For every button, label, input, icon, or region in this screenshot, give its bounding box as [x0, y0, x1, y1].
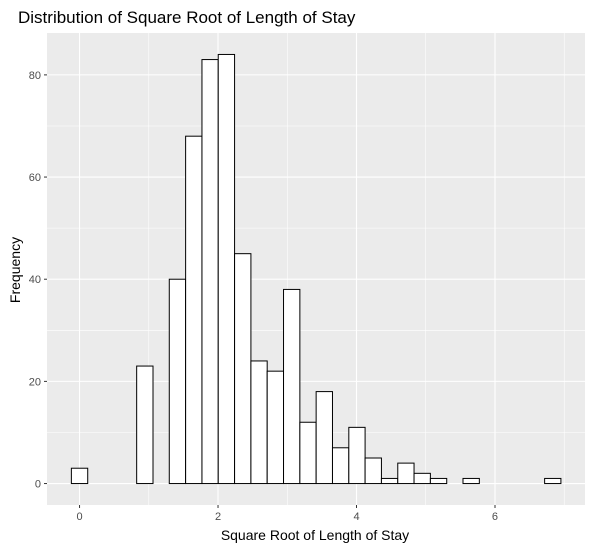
histogram-bar-0	[70, 467, 89, 485]
histogram-bar-14	[299, 421, 317, 485]
histogram-bar-8	[201, 59, 219, 485]
histogram-bar-24	[462, 477, 480, 485]
histogram-bar-9	[217, 53, 236, 485]
y-axis-title: Frequency	[7, 237, 23, 303]
chart-title: Distribution of Square Root of Length of…	[18, 8, 356, 27]
histogram-bar-15	[315, 391, 333, 485]
histogram-bar-29	[544, 477, 562, 485]
x-tick-label: 0	[76, 511, 82, 523]
histogram-bar-16	[331, 447, 350, 485]
y-axis: 0 20 40 60 80	[29, 70, 47, 491]
histogram-bar-19	[380, 477, 399, 485]
y-tick-label: 20	[29, 376, 41, 388]
x-axis: 0 2 4 6	[76, 505, 498, 523]
x-axis-title: Square Root of Length of Stay	[221, 527, 409, 543]
y-tick-label: 60	[29, 172, 41, 184]
y-tick-label: 80	[29, 70, 41, 82]
x-tick-label: 6	[492, 511, 498, 523]
x-tick-label: 4	[353, 511, 359, 523]
histogram-bar-20	[397, 462, 415, 485]
x-tick-label: 2	[215, 511, 221, 523]
histogram-bar-17	[348, 426, 366, 485]
histogram-bars	[70, 53, 562, 485]
y-tick-label: 0	[35, 479, 41, 491]
histogram-bar-13	[283, 288, 301, 485]
histogram-bar-4	[136, 365, 154, 485]
histogram-bar-6	[168, 278, 187, 485]
y-tick-label: 40	[29, 274, 41, 286]
histogram-bar-10	[234, 253, 252, 485]
histogram-bar-7	[185, 135, 203, 485]
histogram-bar-21	[413, 472, 431, 485]
histogram-bar-11	[250, 360, 268, 485]
histogram-bar-12	[266, 370, 285, 485]
histogram-bar-18	[364, 457, 382, 485]
histogram-bar-22	[429, 477, 448, 485]
